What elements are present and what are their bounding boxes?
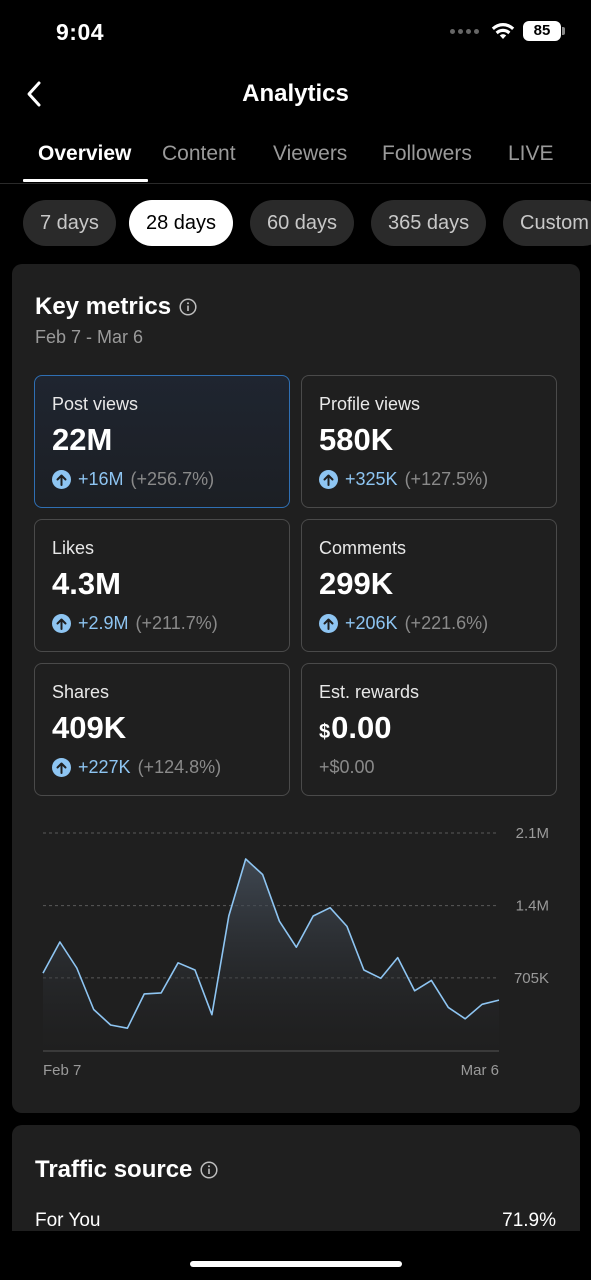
status-bar: 9:04 85 [0,0,591,64]
date-range-label: Feb 7 - Mar 6 [35,327,144,347]
metric-percent: (+256.7%) [130,469,215,489]
metric-percent: (+124.8%) [137,757,222,777]
y-tick-label: 705K [514,970,549,987]
metric-percent: (+211.7%) [135,613,218,633]
metric-label: Likes [52,538,95,558]
y-tick-label: 2.1M [516,825,549,842]
metric-change: +2.9M (+211.7%) [52,613,218,634]
tab-bar: Overview Content Viewers Followers LIVE [0,132,591,184]
traffic-source-heading: Traffic source [35,1156,218,1184]
traffic-source-row: For You 71.9% [35,1210,556,1232]
metric-change: +325K (+127.5%) [319,469,488,490]
chevron-left-icon [27,81,41,107]
tab-live[interactable]: LIVE [508,142,554,165]
arrow-up-icon [52,614,71,633]
metric-label: Shares [52,682,110,702]
traffic-source-title: Traffic source [35,1156,193,1183]
metric-percent: (+127.5%) [404,469,489,489]
cellular-signal-icon [450,28,479,34]
metric-percent: (+221.6%) [404,613,489,633]
metric-label: Post views [52,394,139,414]
chart-area [43,859,499,1051]
arrow-up-icon [319,614,338,633]
metric-label: Est. rewards [319,682,420,702]
metric-value: 580K [319,422,394,457]
metric-post-views[interactable]: Post views 22M +16M (+256.7%) [34,375,290,508]
key-metrics-title: Key metrics [35,293,172,320]
status-time: 9:04 [56,19,105,45]
metric-value: 4.3M [52,566,121,601]
metric-est-rewards[interactable]: Est. rewards $0.00 +$0.00 [301,663,557,796]
metric-change: +227K (+124.8%) [52,757,221,778]
battery-indicator: 85 [523,21,565,41]
metric-label: Profile views [319,394,421,414]
traffic-source-value: 71.9% [502,1210,556,1231]
arrow-up-icon [52,758,71,777]
active-tab-indicator [23,179,148,182]
metric-change: +206K (+221.6%) [319,613,488,634]
tab-overview[interactable]: Overview [38,142,132,165]
status-icons: 85 [450,21,565,41]
range-custom[interactable]: Custom [503,200,591,246]
range-7-days[interactable]: 7 days [23,200,116,246]
metric-delta: +16M [78,469,124,489]
info-icon[interactable] [179,298,197,316]
chart-line [42,858,500,1029]
metric-shares[interactable]: Shares 409K +227K (+124.8%) [34,663,290,796]
range-60-days[interactable]: 60 days [250,200,355,246]
metric-value: 409K [52,710,127,745]
home-indicator [190,1261,402,1267]
metric-delta: +2.9M [78,613,129,633]
currency-symbol: $ [319,721,331,743]
metric-comments[interactable]: Comments 299K +206K (+221.6%) [301,519,557,652]
x-tick-label: Mar 6 [461,1062,499,1079]
metric-value: 299K [319,566,394,601]
range-28-days[interactable]: 28 days [129,200,234,246]
x-tick-label: Feb 7 [43,1062,81,1079]
metric-delta: +206K [345,613,398,633]
key-metrics-card: Key metrics Feb 7 - Mar 6 Post views 22M… [12,264,580,1113]
wifi-icon [491,23,515,39]
back-button[interactable] [14,74,54,114]
metric-delta: +325K [345,469,398,489]
metric-profile-views[interactable]: Profile views 580K +325K (+127.5%) [301,375,557,508]
key-metrics-heading: Key metrics [35,293,197,321]
metric-value: 22M [52,422,113,457]
page-title: Analytics [242,80,349,107]
metric-delta: +227K [78,757,131,777]
tab-followers[interactable]: Followers [382,142,472,165]
metric-change: +$0.00 [319,757,375,777]
metric-amount: 0.00 [331,710,392,745]
y-tick-label: 1.4M [516,898,549,915]
date-range-selector: 7 days 28 days 60 days 365 days Custom [0,200,591,246]
metric-change: +16M (+256.7%) [52,469,214,490]
post-views-chart: 2.1M 1.4M 705K Feb 7 Mar 6 [42,825,549,1079]
header: Analytics [0,66,591,122]
tab-content[interactable]: Content [162,142,236,165]
metric-value: $0.00 [319,710,391,746]
metric-likes[interactable]: Likes 4.3M +2.9M (+211.7%) [34,519,290,652]
range-365-days[interactable]: 365 days [371,200,487,246]
metric-label: Comments [319,538,407,558]
bottom-safe-area [0,1231,591,1280]
traffic-source-label: For You [35,1210,101,1231]
arrow-up-icon [52,470,71,489]
tab-viewers[interactable]: Viewers [273,142,348,165]
arrow-up-icon [319,470,338,489]
info-icon[interactable] [200,1161,218,1179]
